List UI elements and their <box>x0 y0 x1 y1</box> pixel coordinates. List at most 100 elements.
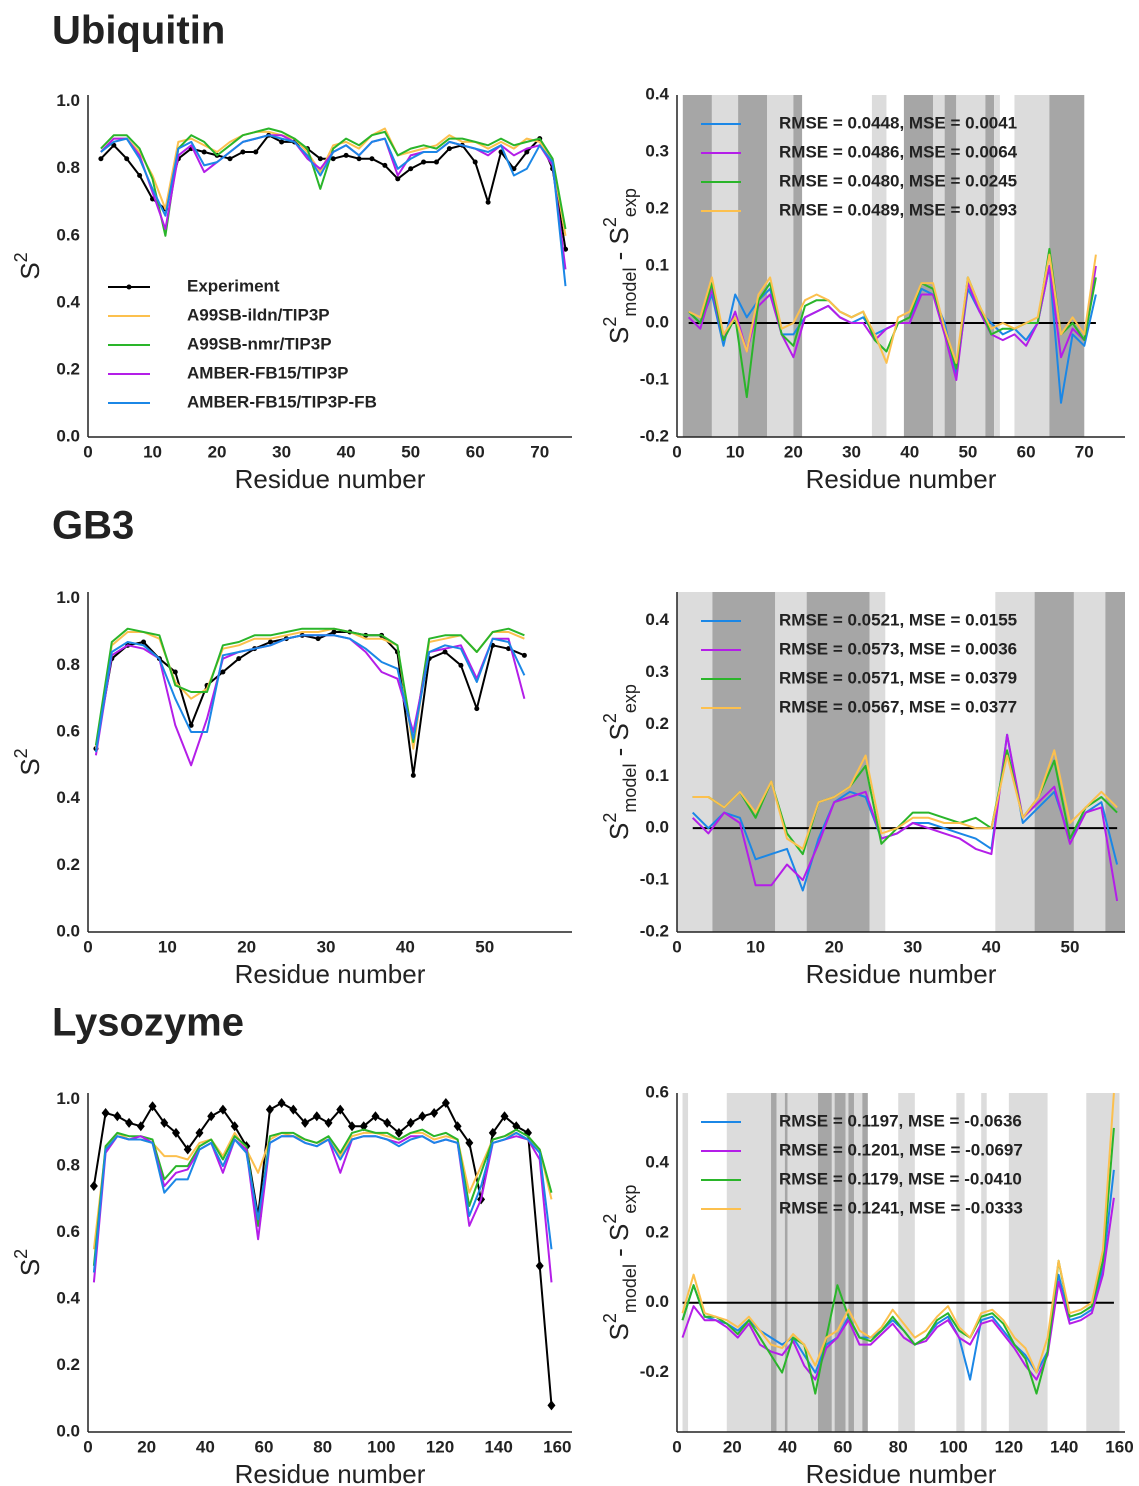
x-axis-label: Residue number <box>806 464 997 494</box>
point <box>220 669 226 675</box>
y-axis-label: S2 <box>11 252 45 279</box>
y-tick-label: 0.8 <box>56 1156 80 1175</box>
shaded-region <box>767 95 794 437</box>
point <box>230 1121 239 1132</box>
shaded-region <box>738 95 768 437</box>
legend-label: RMSE = 0.1201, MSE = -0.0697 <box>779 1140 1023 1159</box>
shaded-region <box>956 1093 965 1432</box>
point <box>89 1181 98 1192</box>
y-tick-label: -0.2 <box>640 921 669 940</box>
shaded-region <box>677 592 713 932</box>
shaded-region <box>834 1093 846 1432</box>
series-line <box>692 749 1118 850</box>
y-axis-label-part: - S <box>604 723 634 763</box>
series-line <box>92 1131 553 1250</box>
point <box>474 706 480 712</box>
x-tick-label: 80 <box>889 1437 908 1456</box>
series-line <box>94 631 525 777</box>
legend-label: RMSE = 0.0567, MSE = 0.0377 <box>779 697 1017 716</box>
x-tick-label: 30 <box>317 937 336 956</box>
shaded-region <box>845 1093 849 1432</box>
series-line <box>94 634 526 753</box>
y-tick-label: 0.4 <box>645 610 669 629</box>
shaded-region <box>956 95 986 437</box>
x-tick-label: 20 <box>137 1437 156 1456</box>
shaded-region <box>682 95 712 437</box>
point <box>240 149 246 155</box>
point <box>188 722 194 728</box>
shaded-region <box>806 592 870 932</box>
point <box>446 146 452 152</box>
section-title: Lysozyme <box>52 1001 244 1045</box>
series-line <box>688 253 1097 364</box>
point <box>512 1121 521 1132</box>
series-line <box>681 1169 1115 1381</box>
x-tick-label: 40 <box>900 442 919 461</box>
series-line <box>100 127 567 236</box>
legend-label: A99SB-ildn/TIP3P <box>187 305 330 324</box>
y-tick-label: 0.0 <box>645 818 669 837</box>
legend-label: AMBER-FB15/TIP3P-FB <box>187 392 377 411</box>
point <box>511 166 517 172</box>
x-tick-label: 10 <box>726 442 745 461</box>
shaded-region <box>898 1093 915 1432</box>
shaded-region <box>1014 95 1050 437</box>
y-tick-label: 0.3 <box>645 141 669 160</box>
y-axis-label-part: 2 <box>600 1313 620 1323</box>
y-tick-label: 0.4 <box>56 292 80 311</box>
point <box>433 159 439 165</box>
point <box>279 139 285 145</box>
point <box>201 149 207 155</box>
series-line <box>681 1197 1115 1381</box>
point <box>141 639 147 645</box>
y-axis-label-part: S <box>15 1259 45 1276</box>
point <box>359 1121 368 1132</box>
point <box>172 669 178 675</box>
point <box>330 156 336 162</box>
point <box>136 1121 145 1132</box>
x-tick-label: 60 <box>466 442 485 461</box>
point <box>324 1117 333 1128</box>
point <box>267 639 273 645</box>
y-tick-label: 1.0 <box>56 1089 80 1108</box>
y-tick-label: 0.2 <box>56 855 80 874</box>
point <box>98 156 104 162</box>
y-tick-label: 0.4 <box>56 1289 80 1308</box>
y-tick-label: 0.2 <box>645 1222 669 1241</box>
x-tick-label: 0 <box>83 442 92 461</box>
y-tick-label: 0.2 <box>645 714 669 733</box>
point <box>395 176 401 182</box>
point <box>236 656 242 662</box>
point <box>183 1144 192 1155</box>
section-title: Ubiquitin <box>52 9 225 53</box>
x-tick-label: 60 <box>1017 442 1036 461</box>
y-tick-label: 0.0 <box>645 312 669 331</box>
point <box>410 772 416 778</box>
legend-label: RMSE = 0.0448, MSE = 0.0041 <box>779 113 1017 132</box>
x-tick-label: 0 <box>83 937 92 956</box>
x-tick-label: 50 <box>401 442 420 461</box>
x-tick-label: 80 <box>313 1437 332 1456</box>
x-tick-label: 20 <box>208 442 227 461</box>
series-line <box>92 1102 553 1406</box>
x-tick-label: 50 <box>475 937 494 956</box>
y-tick-label: -0.1 <box>640 369 669 388</box>
shaded-region <box>784 1093 788 1432</box>
y-tick-label: 0.0 <box>56 426 80 445</box>
shaded-region <box>853 1093 863 1432</box>
shaded-region <box>903 95 933 437</box>
x-tick-label: 20 <box>784 442 803 461</box>
x-tick-label: 0 <box>83 1437 92 1456</box>
point <box>421 159 427 165</box>
y-tick-label: 0.8 <box>56 158 80 177</box>
series-line <box>94 634 526 767</box>
x-axis-label: Residue number <box>235 959 426 989</box>
point <box>488 1127 497 1138</box>
point <box>485 199 491 205</box>
point <box>406 1117 415 1128</box>
x-tick-label: 50 <box>958 442 977 461</box>
point <box>124 156 130 162</box>
shaded-region <box>862 1093 868 1432</box>
point <box>125 1117 134 1128</box>
